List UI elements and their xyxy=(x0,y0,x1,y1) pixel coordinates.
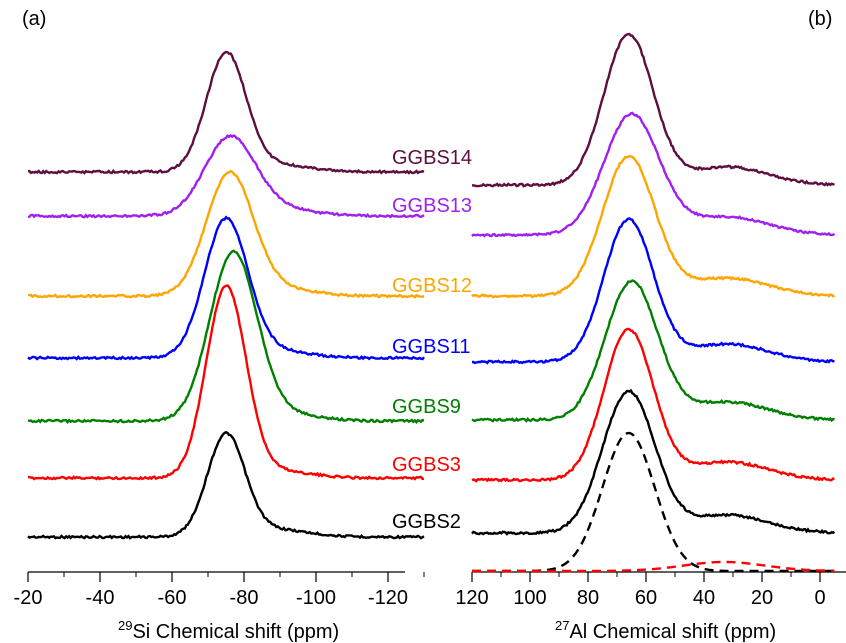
spectrum-b-ggbs3 xyxy=(471,327,835,483)
panel-b-x-axis-title-text: Al Chemical shift (ppm) xyxy=(569,621,776,643)
series-label-ggbs3: GGBS3 xyxy=(392,454,461,476)
series-label-ggbs2: GGBS2 xyxy=(392,511,461,533)
fit-component-1 xyxy=(472,431,835,573)
spectrum-b-ggbs14 xyxy=(471,32,835,188)
tick-label: -60 xyxy=(158,587,187,609)
spectrum-a-ggbs14 xyxy=(27,50,425,175)
series-label-ggbs14: GGBS14 xyxy=(392,147,472,169)
panel-a-label: (a) xyxy=(22,8,46,30)
panel-a-x-axis-title-text: Si Chemical shift (ppm) xyxy=(132,621,339,643)
tick-label: -20 xyxy=(14,587,43,609)
spectrum-a-ggbs2 xyxy=(27,430,425,540)
spectrum-a-ggbs9 xyxy=(27,249,425,425)
spectrum-b-ggbs12 xyxy=(471,154,835,299)
tick-label: 0 xyxy=(814,587,825,609)
spectrum-b-ggbs9 xyxy=(471,279,835,423)
tick-label: 100 xyxy=(513,587,546,609)
spectrum-a-ggbs11 xyxy=(27,215,425,361)
series-label-ggbs11: GGBS11 xyxy=(392,336,471,358)
series-label-ggbs9: GGBS9 xyxy=(392,396,461,418)
spectrum-a-ggbs3 xyxy=(27,284,425,481)
panel-b-label: (b) xyxy=(808,8,832,30)
panel-b-x-axis-title-sup: 27 xyxy=(555,618,569,633)
tick-label: 40 xyxy=(693,587,715,609)
panel-a-x-axis-title-sup: 29 xyxy=(118,618,132,633)
tick-label: 80 xyxy=(577,587,599,609)
panel-b-x-axis-title: 27Al Chemical shift (ppm) xyxy=(555,618,776,643)
spectrum-b-ggbs2 xyxy=(471,388,836,536)
tick-label: 20 xyxy=(751,587,773,609)
fit-component-2 xyxy=(472,560,835,573)
panel-b-ticks: 120 100 80 60 40 20 0 xyxy=(455,572,826,609)
panel-a-ticks: -20 -40 -60 -80 -100 -120 xyxy=(14,572,425,609)
tick-label: -40 xyxy=(86,587,115,609)
series-label-ggbs13: GGBS13 xyxy=(392,195,472,217)
spectrum-b-ggbs13 xyxy=(471,111,836,238)
panel-b-spectra xyxy=(471,32,836,573)
tick-label: -120 xyxy=(368,587,408,609)
tick-label: 120 xyxy=(455,587,488,609)
spectrum-a-ggbs12 xyxy=(27,169,425,299)
tick-label: -100 xyxy=(296,587,336,609)
panel-a-x-axis-title: 29Si Chemical shift (ppm) xyxy=(118,618,339,643)
spectrum-b-ggbs11 xyxy=(472,217,835,365)
series-label-ggbs12: GGBS12 xyxy=(392,275,472,297)
spectrum-a-ggbs13 xyxy=(27,133,425,219)
series-labels: GGBS2 GGBS3 GGBS9 GGBS11 GGBS12 GGBS13 GGBS14 xyxy=(392,147,472,533)
tick-label: -80 xyxy=(230,587,259,609)
panel-a-spectra xyxy=(27,50,425,540)
tick-label: 60 xyxy=(635,587,657,609)
